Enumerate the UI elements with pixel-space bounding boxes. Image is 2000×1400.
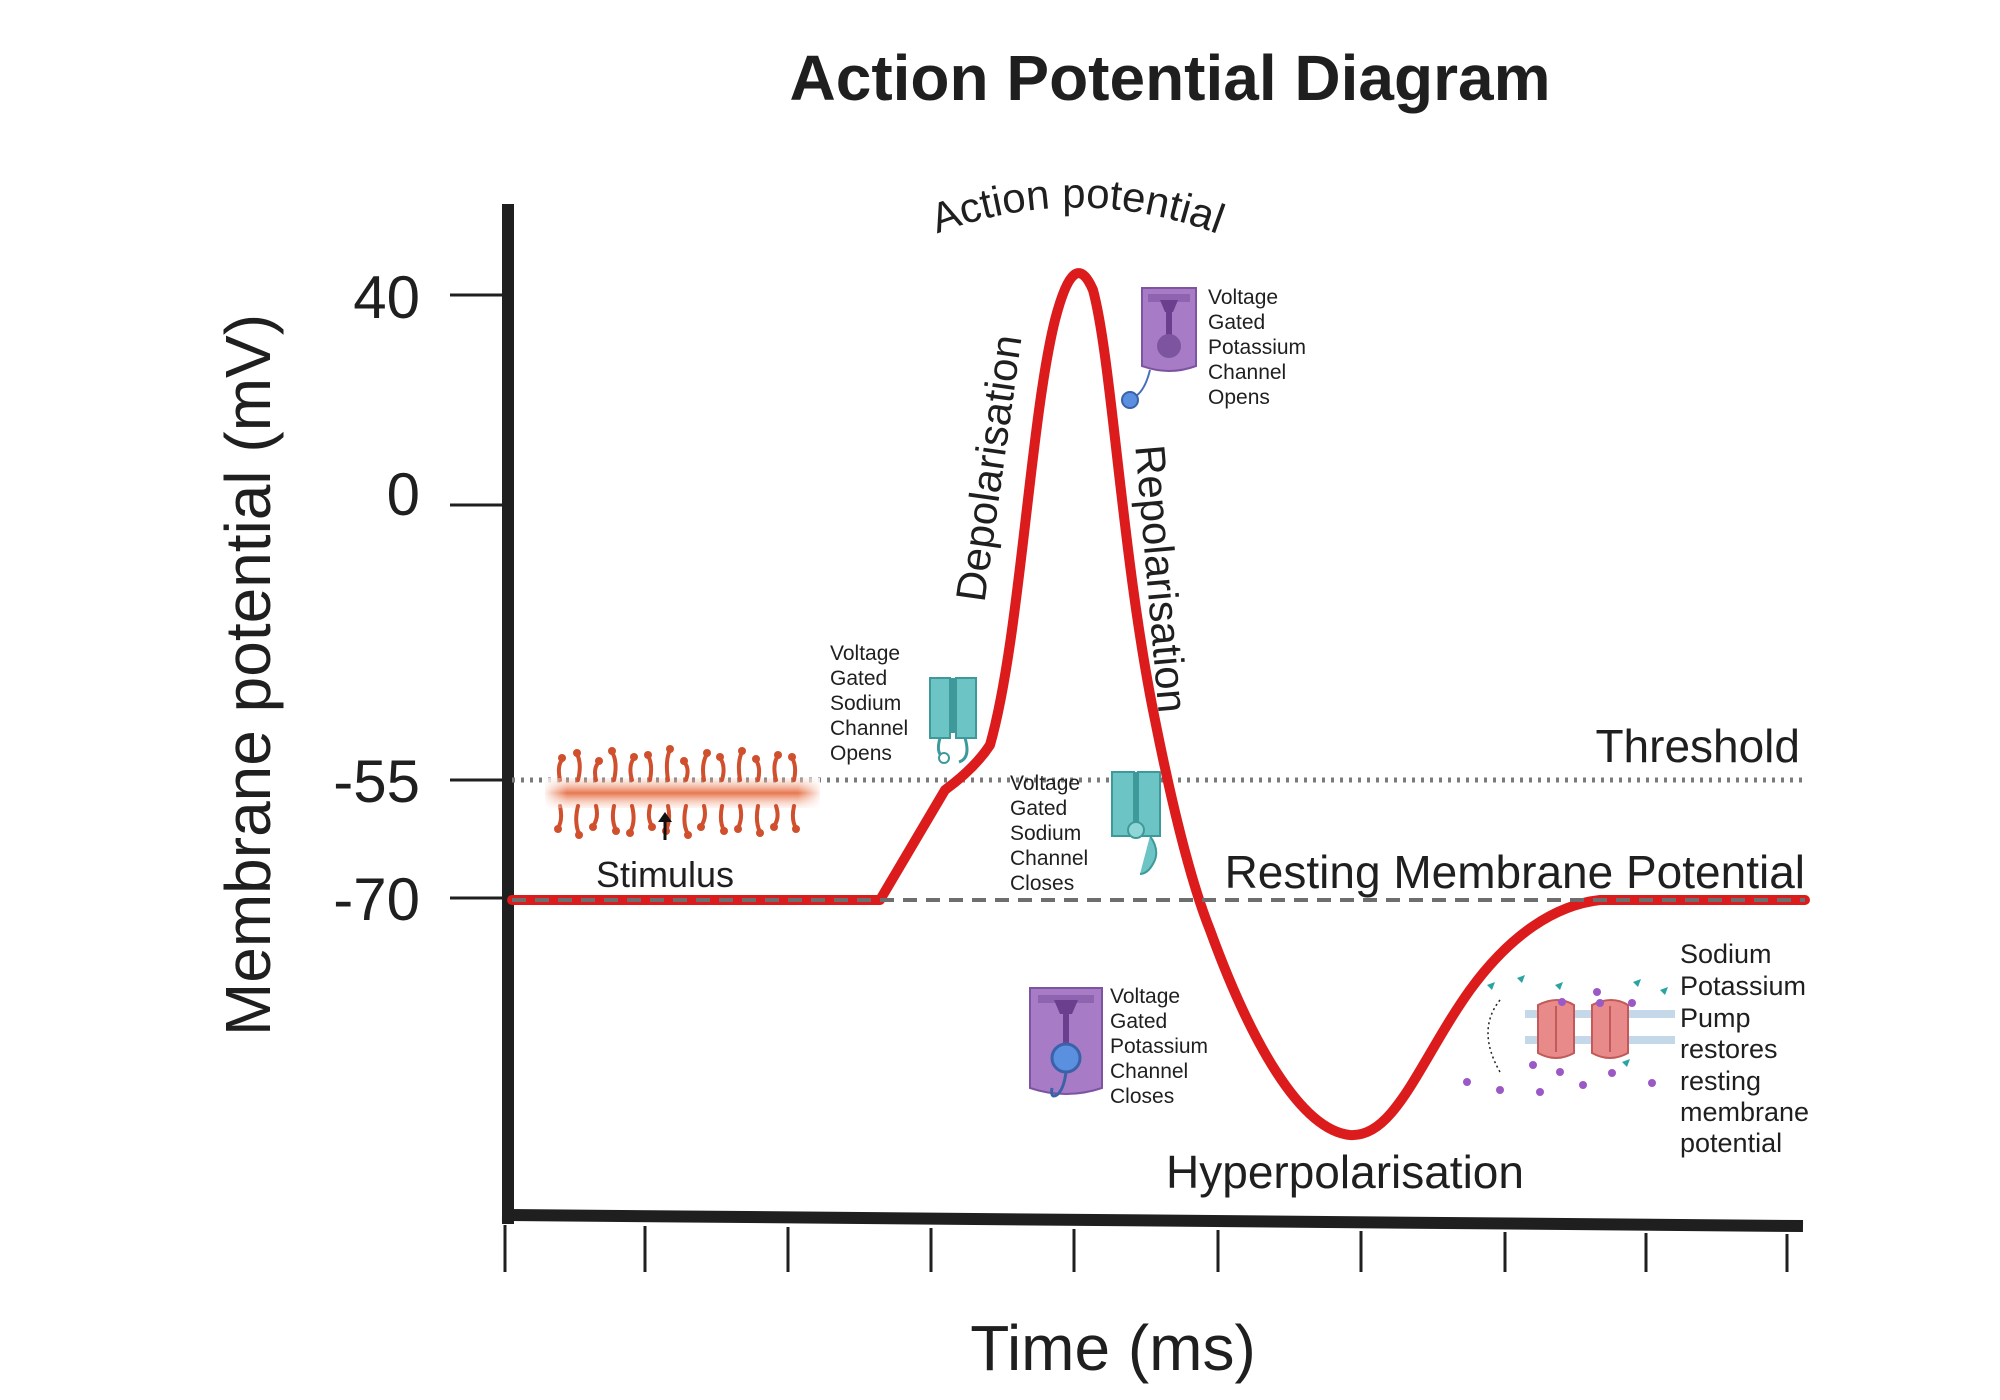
- annotation-line: Voltage: [1110, 985, 1180, 1008]
- annotation-line: Closes: [1110, 1085, 1174, 1108]
- stimulus-label: Stimulus: [596, 854, 734, 895]
- x-axis-line: [501, 1208, 1804, 1233]
- annotation-line: Voltage: [830, 642, 900, 665]
- annotation-line: Sodium: [830, 692, 901, 715]
- annotation-line: Potassium: [1680, 971, 1806, 1001]
- annotation-line: resting: [1680, 1066, 1761, 1096]
- sodium-channel-open-annotation: Voltage Gated Sodium Channel Opens: [830, 642, 908, 765]
- y-axis-title: Membrane potential (mV): [212, 314, 284, 1036]
- sodium-channel-close-annotation: Voltage Gated Sodium Channel Closes: [1010, 772, 1088, 895]
- annotation-line: Sodium: [1010, 822, 1081, 845]
- annotation-line: Gated: [1010, 797, 1067, 820]
- potassium-channel-open-icon: [1121, 287, 1197, 409]
- annotation-line: Channel: [1010, 847, 1088, 870]
- annotation-line: Channel: [1208, 361, 1286, 384]
- x-axis-title: Time (ms): [970, 1312, 1256, 1384]
- annotation-line: Gated: [1110, 1010, 1167, 1033]
- annotation-line: membrane: [1680, 1097, 1809, 1127]
- sodium-channel-open-icon: [929, 677, 977, 764]
- annotation-line: Gated: [1208, 311, 1265, 334]
- sodium-potassium-pump-annotation: Sodium Potassium Pump restores resting m…: [1680, 939, 1809, 1158]
- y-tick-label: -70: [333, 866, 420, 933]
- y-tick-label: 0: [387, 461, 420, 528]
- annotation-line: Potassium: [1110, 1035, 1208, 1058]
- annotation-line: Pump: [1680, 1003, 1751, 1033]
- annotation-line: Potassium: [1208, 336, 1306, 359]
- diagram-title: Action Potential Diagram: [790, 42, 1551, 114]
- annotation-line: Channel: [830, 717, 908, 740]
- hyperpolarisation-label: Hyperpolarisation: [1166, 1146, 1524, 1198]
- annotation-line: Sodium: [1680, 939, 1772, 969]
- sodium-channel-closed-icon: [1111, 771, 1161, 875]
- annotation-line: Opens: [830, 742, 892, 765]
- potassium-channel-closed-icon: [1029, 987, 1103, 1098]
- annotation-line: Voltage: [1208, 286, 1278, 309]
- annotation-line: Channel: [1110, 1060, 1188, 1083]
- resting-membrane-label: Resting Membrane Potential: [1225, 846, 1805, 898]
- potassium-channel-open-annotation: Voltage Gated Potassium Channel Opens: [1208, 286, 1306, 409]
- y-tick-label: 40: [353, 264, 420, 331]
- y-ticks: 40 0 -55 -70: [333, 264, 502, 933]
- neuron-stimulus-icon: [545, 745, 820, 840]
- sodium-potassium-pump-icon: [1463, 975, 1675, 1096]
- membrane-potential-trace: [507, 268, 1810, 1141]
- annotation-line: restores: [1680, 1034, 1778, 1064]
- potassium-channel-close-annotation: Voltage Gated Potassium Channel Closes: [1110, 985, 1208, 1108]
- threshold-label: Threshold: [1595, 720, 1800, 772]
- action-potential-label: Action potential: [925, 169, 1231, 242]
- annotation-line: potential: [1680, 1128, 1782, 1158]
- annotation-line: Closes: [1010, 872, 1074, 895]
- annotation-line: Voltage: [1010, 772, 1080, 795]
- annotation-line: Gated: [830, 667, 887, 690]
- annotation-line: Opens: [1208, 386, 1270, 409]
- x-ticks: [503, 1225, 1789, 1272]
- y-tick-label: -55: [333, 748, 420, 815]
